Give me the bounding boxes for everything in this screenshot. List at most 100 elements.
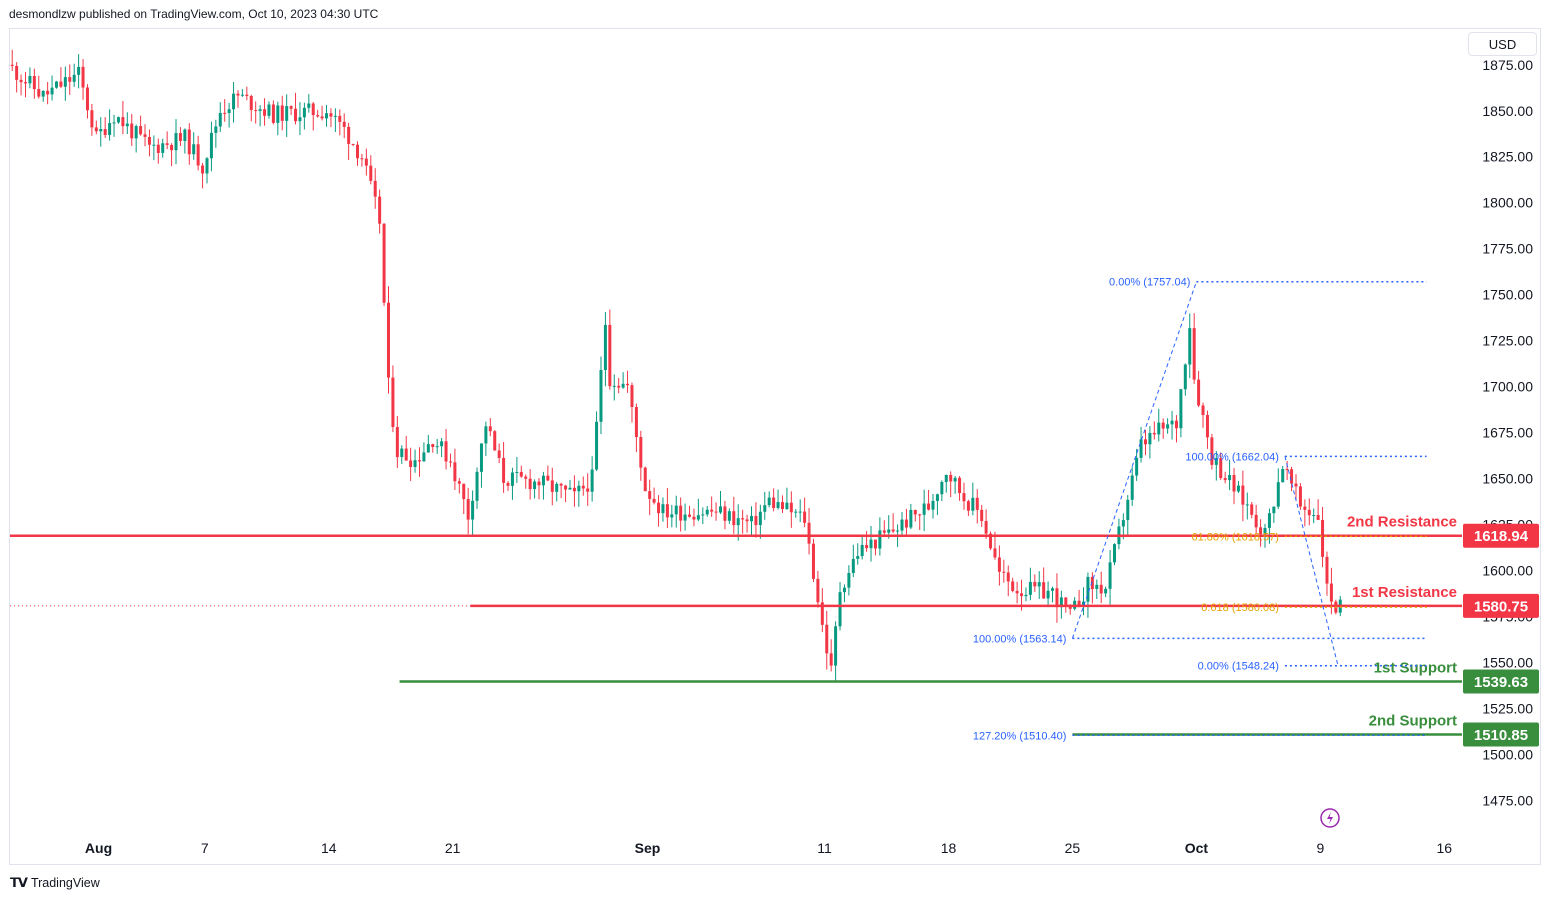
candle-body [935,494,939,501]
candles-layer [10,49,1462,682]
candle-body [369,165,373,181]
time-tick: Aug [85,840,112,856]
fib-level-label: 0.00% (1757.04) [1109,277,1190,289]
candle-body [966,501,970,511]
candle-body [32,75,36,90]
candle-body [1108,562,1112,589]
candle-body [643,467,647,492]
candle-body [333,115,337,117]
candle-body [347,126,351,144]
fib-level-label: 61.80% (1618.57) [1191,531,1278,543]
candle-body [1219,458,1223,479]
fib-level-label: 127.20% (1510.40) [973,730,1067,742]
candle-body [161,143,165,153]
candle-body [900,519,904,531]
candle-body [989,533,993,549]
time-tick: 25 [1065,840,1081,856]
time-tick: 7 [201,840,209,856]
candle-body [851,558,855,574]
candle-body [15,65,19,80]
candle-body [510,472,514,486]
candle-body [971,497,975,511]
candle-body [873,539,877,549]
candle-body [665,504,669,518]
fib-trendline [1071,281,1197,639]
candle-body [475,471,479,501]
candle-body [652,498,656,503]
price-badges: 1618.94 1580.75 1539.63 1510.85 [1463,523,1539,747]
price-tick: 1600.00 [1482,563,1533,579]
candle-body [294,108,298,122]
candle-body [1290,469,1294,484]
candle-body [1232,475,1236,492]
candle-body [626,383,630,386]
candle-body [1267,513,1271,528]
candle-body [1135,457,1139,476]
candle-body [1179,389,1183,429]
candle-body [617,385,621,388]
candle-body [829,653,833,666]
candle-body [913,509,917,515]
price-badge-label: 1618.94 [1474,528,1529,545]
candle-body [156,144,160,153]
candle-body [1152,432,1156,435]
alert-icon[interactable] [1320,808,1340,828]
candle-body [192,144,196,155]
time-tick: 11 [817,840,832,856]
price-tick: 1675.00 [1482,425,1533,441]
candle-body [701,514,705,516]
candle-body [422,452,426,462]
candle-body [842,587,846,593]
level-label: 2nd Support [1369,712,1457,729]
candle-body [776,502,780,508]
candle-body [807,522,811,544]
candle-body [471,500,475,520]
candle-body [1055,588,1059,608]
candle-body [316,115,320,117]
candle-body [285,106,289,121]
footer-brand[interactable]: 𝗧𝗩 TradingView [10,875,100,891]
candle-body [130,123,134,139]
candle-body [440,441,444,447]
level-label: 2nd Resistance [1347,514,1457,531]
candle-body [426,444,430,453]
candle-body [1064,597,1068,607]
candle-body [780,502,784,510]
time-tick: 16 [1437,840,1453,856]
candle-body [1316,515,1320,520]
candle-body [1170,420,1174,425]
time-tick: 21 [445,840,461,856]
candle-body [1024,594,1028,597]
candle-body [325,113,329,119]
candle-body [178,133,182,141]
time-tick: Oct [1185,840,1209,856]
candle-body [564,485,568,490]
candle-body [1042,582,1046,599]
candle-body [546,475,550,481]
candle-body [134,126,138,139]
candle-body [922,503,926,515]
candle-body [63,77,67,87]
candle-body [1130,475,1134,500]
price-tick: 1550.00 [1482,654,1533,670]
candle-body [240,94,244,96]
candle-body [143,134,147,137]
candle-body [395,427,399,458]
candle-body [1090,576,1094,590]
candle-body [152,144,156,146]
currency-selector[interactable]: USD [1468,32,1537,56]
candle-body [258,109,262,111]
candle-body [869,539,873,549]
candle-body [1188,328,1192,365]
candle-body [958,477,962,494]
candle-body [400,448,404,458]
candle-body [103,129,107,135]
candle-body [1006,572,1010,582]
candle-body [1250,504,1254,515]
candle-body [559,483,563,486]
candle-body [1104,588,1108,594]
candle-body [634,406,638,438]
candle-body [28,75,32,84]
price-badge-label: 1580.75 [1474,598,1528,615]
